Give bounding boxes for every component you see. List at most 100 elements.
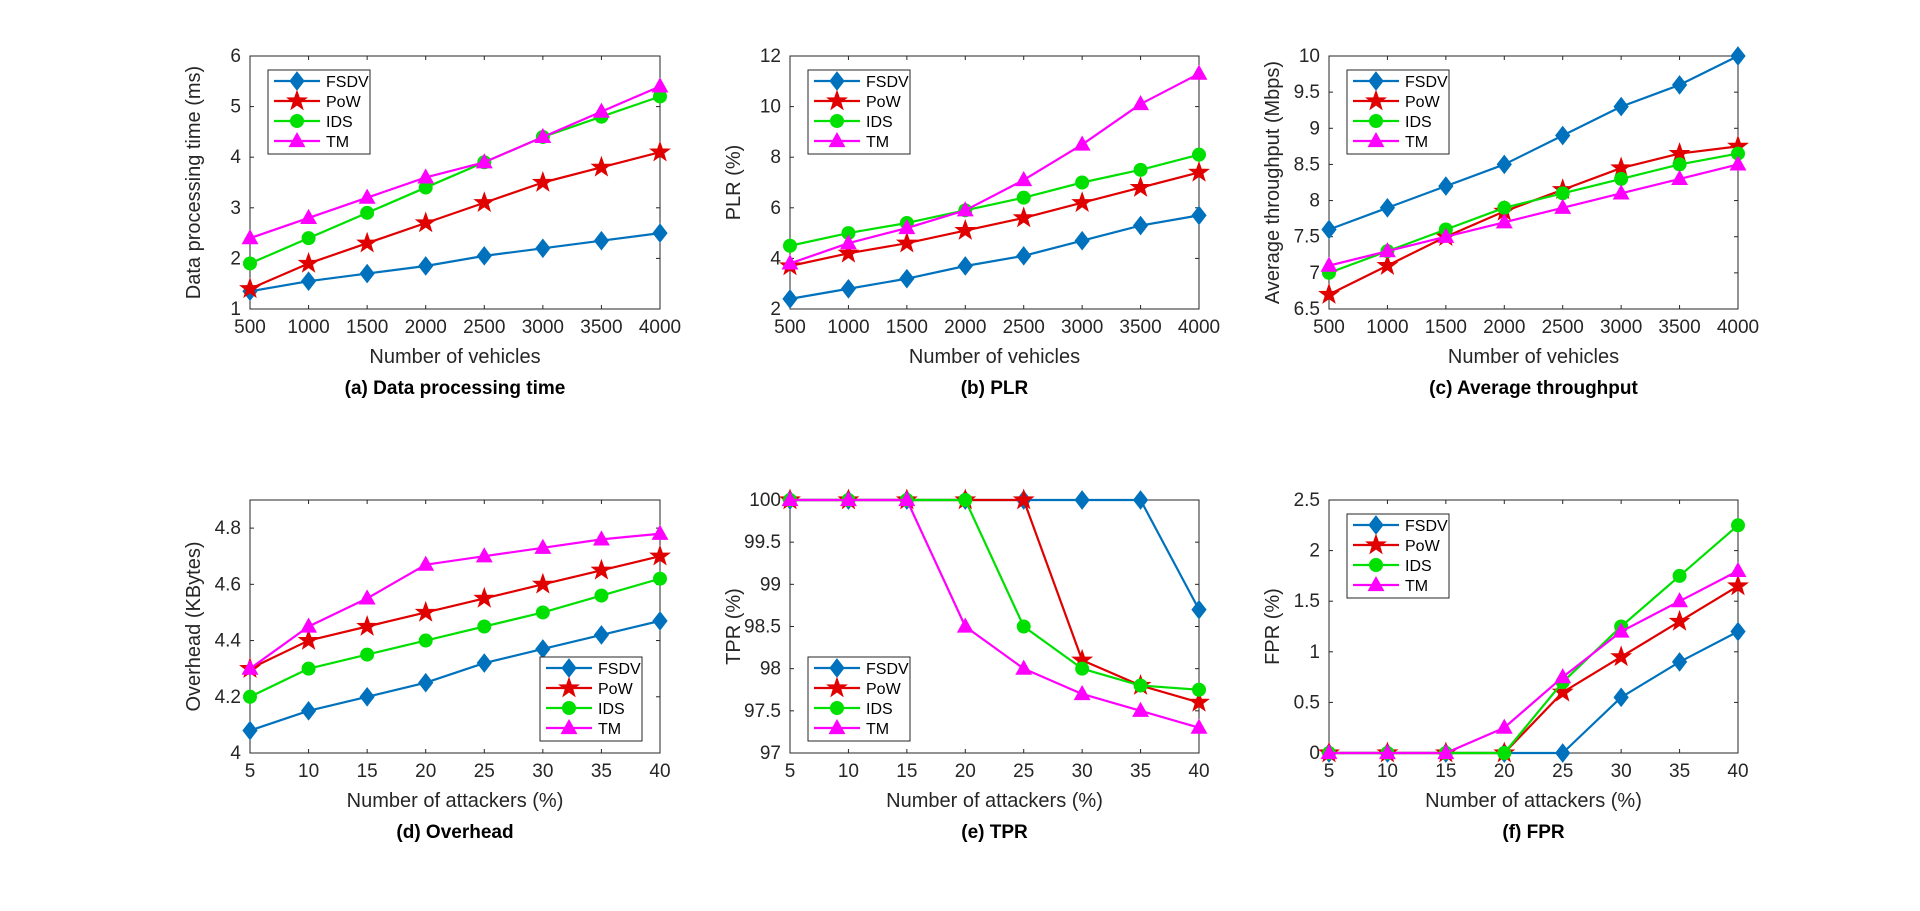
x-tick-label: 1500	[886, 317, 928, 338]
x-tick-label: 15	[1435, 761, 1456, 782]
y-tick-label: 4.6	[215, 574, 241, 595]
data-point	[418, 672, 434, 693]
data-point	[1730, 621, 1746, 642]
y-tick-label: 8	[1309, 191, 1320, 212]
data-point	[1376, 254, 1399, 275]
y-tick-label: 4	[230, 743, 241, 764]
data-point	[1321, 219, 1337, 240]
series-tm	[1320, 155, 1747, 272]
data-point	[1188, 160, 1210, 182]
legend-label: IDS	[866, 114, 893, 131]
chart-caption: (d) Overhead	[396, 822, 513, 843]
data-point	[1015, 659, 1033, 675]
y-tick-label: 7	[1309, 263, 1320, 284]
data-point	[242, 720, 258, 741]
x-axis-label: Number of attackers (%)	[1425, 790, 1642, 812]
series-tm	[1320, 561, 1747, 760]
data-point	[954, 219, 977, 240]
x-tick-label: 2500	[463, 317, 505, 338]
data-point	[839, 490, 857, 507]
x-tick-label: 2000	[1483, 317, 1525, 338]
legend-label: TM	[598, 721, 621, 738]
data-point	[1438, 176, 1454, 196]
series-pow	[239, 544, 671, 678]
data-point	[534, 127, 552, 144]
data-point	[1671, 169, 1689, 185]
x-axis-label: Number of attackers (%)	[886, 790, 1103, 812]
data-point	[1672, 157, 1687, 172]
data-point	[1497, 200, 1512, 215]
legend-label: PoW	[866, 94, 902, 111]
data-point	[957, 256, 973, 276]
data-point	[1668, 609, 1691, 631]
y-tick-label: 12	[760, 46, 781, 67]
x-tick-label: 1000	[1366, 317, 1408, 338]
data-point	[652, 611, 668, 631]
x-tick-label: 25	[474, 761, 495, 782]
data-point	[417, 168, 435, 184]
y-tick-label: 1	[1309, 642, 1320, 663]
x-axis-label: Number of attackers (%)	[347, 790, 564, 812]
series-pow	[779, 160, 1210, 276]
legend-marker	[288, 131, 306, 148]
x-tick-label: 1500	[1425, 317, 1467, 338]
legend-label: TM	[1405, 134, 1428, 151]
y-tick-label: 1	[230, 299, 241, 320]
chart-caption: (e) TPR	[961, 822, 1028, 843]
x-tick-label: 40	[1727, 761, 1748, 782]
data-point	[358, 589, 376, 605]
data-point	[476, 246, 492, 266]
data-point	[300, 271, 317, 291]
data-point	[1320, 256, 1338, 272]
data-point	[1612, 184, 1630, 200]
data-point	[653, 571, 667, 586]
series-line	[1328, 152, 1739, 274]
data-point	[1554, 668, 1572, 684]
y-tick-label: 99.5	[744, 532, 781, 553]
x-tick-label: 2000	[405, 317, 447, 338]
data-point	[358, 188, 376, 204]
y-tick-label: 0.5	[1294, 692, 1320, 713]
y-tick-label: 97	[760, 743, 781, 764]
data-point	[899, 268, 915, 289]
y-tick-label: 4.2	[215, 687, 241, 708]
legend-marker	[1369, 114, 1383, 128]
series-fsdv	[782, 205, 1207, 309]
legend-marker	[1365, 533, 1387, 555]
data-point	[1610, 645, 1633, 667]
series-line	[249, 85, 661, 240]
chart-caption: (f) FPR	[1502, 822, 1565, 843]
legend-marker	[830, 114, 844, 128]
data-point	[840, 278, 857, 299]
data-point	[476, 653, 492, 673]
data-point	[1075, 661, 1090, 676]
legend-marker	[1365, 89, 1387, 111]
data-point	[1672, 568, 1687, 583]
data-point	[1495, 213, 1513, 229]
x-axis-label: Number of vehicles	[1448, 346, 1619, 368]
x-tick-label: 10	[838, 761, 859, 782]
y-axis-label: Average throughput (Mbps)	[1262, 61, 1284, 304]
legend-marker	[828, 718, 846, 735]
data-point	[300, 208, 318, 225]
x-tick-label: 3500	[580, 317, 622, 338]
legend-label: FSDV	[1405, 518, 1448, 535]
x-tick-label: 2500	[1542, 317, 1584, 338]
legend-marker	[830, 701, 844, 715]
chart-f: 5 10 15 20 25 30 35 40 0 0.5 1 1.5 2 2.5 Number of att…	[1262, 490, 1749, 843]
legend-label: IDS	[1405, 114, 1432, 131]
data-point	[1497, 746, 1512, 760]
data-point	[1016, 246, 1032, 266]
data-point	[649, 140, 671, 162]
data-point	[1555, 125, 1571, 146]
x-tick-label: 35	[591, 761, 612, 782]
data-point	[1671, 75, 1688, 95]
data-point	[1075, 175, 1090, 190]
data-point	[592, 530, 610, 546]
y-tick-label: 2	[770, 299, 781, 320]
y-tick-label: 9.5	[1294, 82, 1320, 103]
legend-label: TM	[866, 134, 889, 151]
data-point	[473, 586, 496, 608]
legend-label: TM	[326, 134, 349, 151]
series-line	[249, 619, 661, 732]
